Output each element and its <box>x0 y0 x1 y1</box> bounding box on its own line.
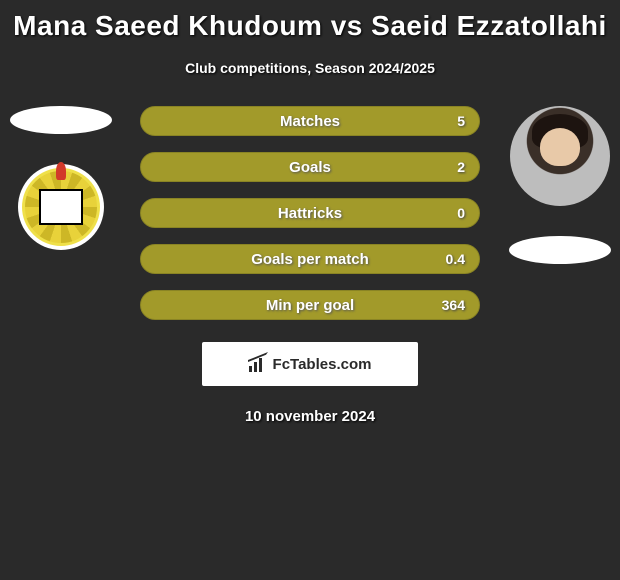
stat-row-goals: Goals 2 <box>140 152 480 182</box>
stat-label: Goals <box>289 159 331 176</box>
stat-right-value: 0 <box>457 205 465 221</box>
stat-right-value: 5 <box>457 113 465 129</box>
stat-right-value: 364 <box>442 297 465 313</box>
torch-icon <box>56 162 66 180</box>
stat-label: Matches <box>280 113 340 130</box>
date-label: 10 november 2024 <box>0 408 620 425</box>
page-title: Mana Saeed Khudoum vs Saeid Ezzatollahi <box>0 0 620 42</box>
stat-label: Min per goal <box>266 297 354 314</box>
brand-card[interactable]: FcTables.com <box>202 342 418 386</box>
stat-row-goals-per-match: Goals per match 0.4 <box>140 244 480 274</box>
stat-label: Hattricks <box>278 205 342 222</box>
subtitle: Club competitions, Season 2024/2025 <box>0 60 620 76</box>
brand-text: FcTables.com <box>273 356 372 373</box>
stat-row-min-per-goal: Min per goal 364 <box>140 290 480 320</box>
bar-chart-icon <box>249 356 267 372</box>
stat-row-hattricks: Hattricks 0 <box>140 198 480 228</box>
comparison-area: Matches 5 Goals 2 Hattricks 0 Goals per … <box>0 106 620 425</box>
left-player-column <box>8 106 113 250</box>
stat-bars: Matches 5 Goals 2 Hattricks 0 Goals per … <box>140 106 480 320</box>
left-club-logo <box>18 164 104 250</box>
right-club-logo-placeholder <box>509 236 611 264</box>
stat-label: Goals per match <box>251 251 369 268</box>
right-player-column <box>507 106 612 264</box>
stat-right-value: 2 <box>457 159 465 175</box>
stat-right-value: 0.4 <box>446 251 465 267</box>
right-player-photo <box>510 106 610 206</box>
left-player-photo-placeholder <box>10 106 112 134</box>
stat-row-matches: Matches 5 <box>140 106 480 136</box>
